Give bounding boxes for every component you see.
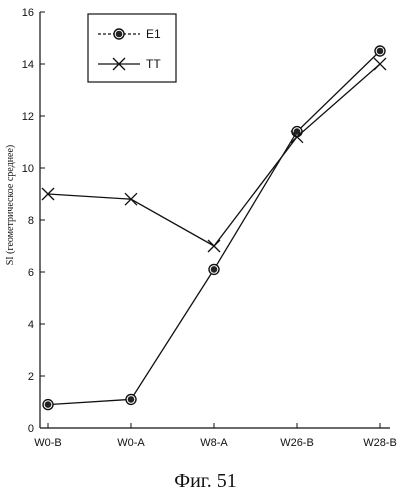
legend-box: [87, 13, 177, 83]
y-tick-label: 4: [28, 319, 34, 331]
legend: E1 TT: [87, 13, 177, 83]
x-tick-label: W28-B: [363, 437, 397, 449]
data-point-e1: [208, 263, 220, 276]
x-tick-label: W26-B: [280, 437, 314, 449]
y-tick-label: 10: [22, 163, 34, 175]
x-tick-label: W0-B: [34, 437, 62, 449]
data-point-tt: [290, 130, 304, 144]
series-line-e1: [47, 50, 381, 406]
line-chart: 0 2 4 6 8 10 12 14 16 W0-B W0-A W8-A W26-B W28-B SI …: [5, 7, 397, 449]
data-point-tt: [207, 239, 221, 253]
x-tick-label: W8-A: [200, 437, 228, 449]
data-point-e1: [125, 393, 137, 406]
y-tick-label: 14: [22, 59, 34, 71]
y-tick-label: 12: [22, 111, 34, 123]
y-axis: 0 2 4 6 8 10 12 14 16: [22, 7, 45, 435]
y-tick-label: 2: [28, 371, 34, 383]
y-tick-label: 8: [28, 215, 34, 227]
y-tick-label: 16: [22, 7, 34, 19]
data-point-e1: [291, 125, 303, 138]
data-point-tt: [373, 57, 387, 71]
y-tick-label: 0: [28, 423, 34, 435]
x-tick-label: W0-A: [117, 437, 145, 449]
legend-marker-e1: [113, 28, 125, 40]
data-point-e1: [374, 45, 386, 57]
legend-label-e1: E1: [146, 27, 161, 41]
series-layer: [41, 45, 387, 411]
figure-caption: Фиг. 51: [174, 470, 237, 492]
data-point-tt: [41, 187, 55, 201]
y-axis-title: SI (геометрическое среднее): [5, 145, 16, 266]
legend-label-tt: TT: [146, 57, 161, 71]
x-axis: W0-B W0-A W8-A W26-B W28-B: [34, 423, 397, 449]
legend-marker-tt: [112, 57, 126, 71]
y-tick-label: 6: [28, 267, 34, 279]
series-line-tt: [47, 63, 381, 247]
data-point-tt: [124, 192, 138, 206]
data-point-e1: [42, 398, 54, 411]
